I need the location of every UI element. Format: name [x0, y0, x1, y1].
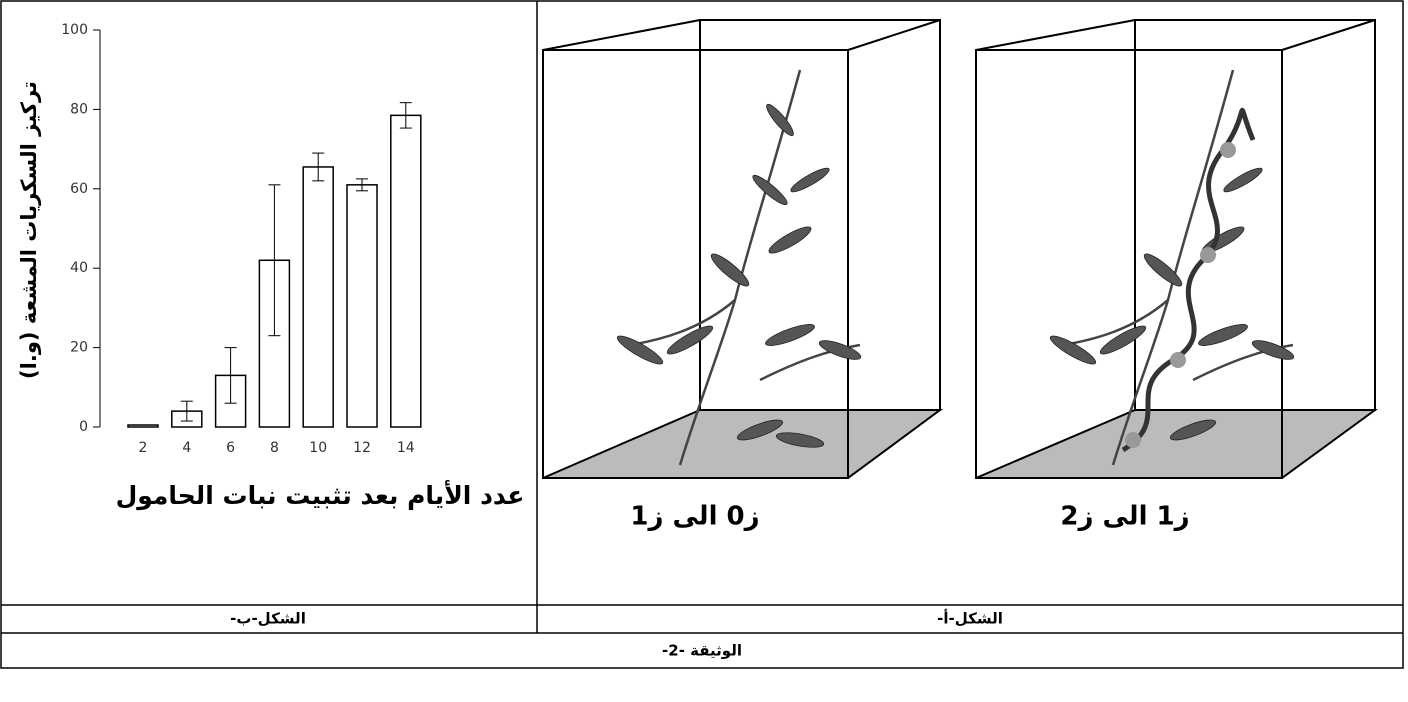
- plant-illustration: [614, 70, 862, 465]
- x-tick-label: 8: [270, 440, 279, 456]
- x-tick-label: 12: [353, 440, 371, 456]
- y-tick-label: 60: [70, 181, 88, 197]
- y-tick-label: 0: [79, 419, 88, 435]
- bar: [391, 115, 421, 427]
- y-tick-label: 100: [61, 22, 88, 38]
- x-tick-label: 2: [139, 440, 148, 456]
- y-tick-label: 40: [70, 260, 88, 276]
- bar: [303, 167, 333, 427]
- x-tick-label: 10: [309, 440, 327, 456]
- x-tick-label: 6: [226, 440, 235, 456]
- document-caption: الوثيقة -2-: [662, 642, 742, 660]
- x-tick-label: 14: [397, 440, 415, 456]
- box-illustration: [543, 20, 940, 478]
- y-tick-label: 80: [70, 101, 88, 117]
- box-illustration: [976, 20, 1375, 478]
- x-axis-title: عدد الأيام بعد تثبيت نبات الحامول: [116, 480, 525, 511]
- figure-caption: الشكل-ب-: [230, 610, 306, 628]
- plant-illustration: [1047, 70, 1295, 465]
- box-label: ز1 الى ز2: [1060, 502, 1189, 532]
- figure-caption: الشكل-أ-: [937, 609, 1003, 628]
- y-axis-title: تركيز السكريات المشعة (و.ا): [17, 81, 41, 379]
- box-label: ز0 الى ز1: [630, 502, 759, 532]
- bar: [128, 425, 158, 427]
- page: الشكل-ب- الشكل-أ- الوثيقة -2- تركيز السك…: [0, 0, 1408, 698]
- x-tick-label: 4: [182, 440, 191, 456]
- y-tick-label: 20: [70, 340, 88, 356]
- bar: [347, 185, 377, 427]
